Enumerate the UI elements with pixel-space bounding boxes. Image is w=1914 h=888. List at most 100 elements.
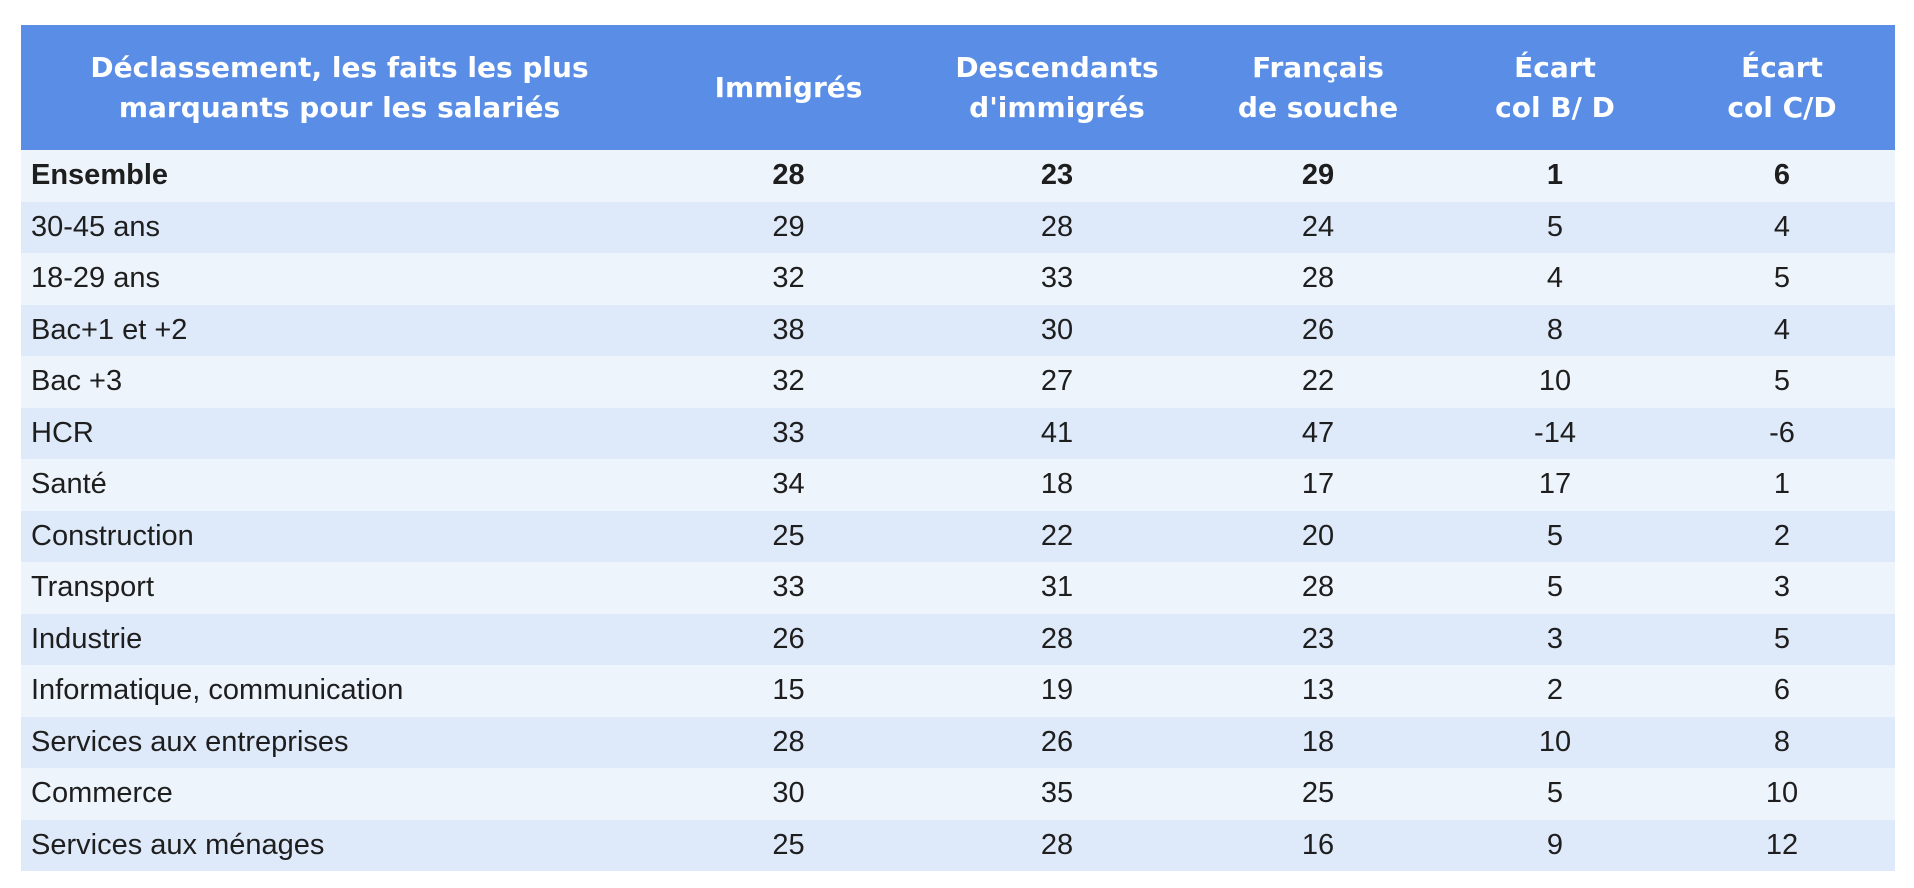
row-label: Bac +3 [31, 365, 123, 398]
row-value: 28 [1040, 828, 1074, 861]
row-value: 23 [1040, 159, 1074, 192]
row-value: 33 [772, 416, 805, 449]
row-value: 29 [772, 210, 805, 243]
row-value: 10 [1765, 777, 1799, 810]
row-value: 22 [1040, 519, 1074, 552]
table-row: Santé 34 18 17 17 1 [21, 459, 1895, 511]
row-label: Services aux entreprises [31, 725, 349, 758]
table-row: Transport 33 31 28 5 3 [21, 562, 1895, 614]
table-row: Industrie 26 28 23 3 5 [21, 613, 1895, 665]
header-col-immigres: Immigrés [658, 25, 919, 150]
table-row: Bac +3 32 27 22 10 5 [21, 356, 1895, 408]
header-col-ecart-c-d: Écart col C/D [1669, 25, 1895, 150]
row-value: 28 [772, 725, 805, 758]
row-value: 35 [1040, 777, 1074, 810]
row-value: 2 [1546, 674, 1564, 707]
row-value: 30 [772, 777, 805, 810]
row-value: 33 [1040, 262, 1074, 295]
table-row: HCR 33 41 47 -14 -6 [21, 407, 1895, 459]
row-value: 32 [772, 365, 805, 398]
row-value: 8 [1773, 725, 1791, 758]
table-row: Construction 25 22 20 5 2 [21, 510, 1895, 562]
row-label: Commerce [31, 777, 173, 810]
row-value: 34 [772, 468, 805, 501]
row-value: 32 [772, 262, 805, 295]
table-row: Informatique, communication 15 19 13 2 6 [21, 665, 1895, 717]
row-value: 5 [1773, 365, 1791, 398]
header-col-ecart-b-d: Écart col B/ D [1441, 25, 1669, 150]
row-value: 38 [772, 313, 805, 346]
row-value: 10 [1538, 725, 1572, 758]
row-label: Transport [31, 571, 155, 604]
row-value: 28 [1040, 210, 1074, 243]
row-value: 30 [1040, 313, 1074, 346]
header-row: Déclassement, les faits les plus marquan… [21, 25, 1895, 150]
row-label: HCR [31, 416, 94, 449]
row-label: 30-45 ans [31, 210, 160, 243]
row-label: Santé [31, 468, 107, 501]
declassement-table: Déclassement, les faits les plus marquan… [21, 25, 1895, 871]
row-value: 25 [772, 828, 805, 861]
row-value: 12 [1765, 828, 1799, 861]
table-body: Ensemble 28 23 29 1 6 30-45 ans 29 28 24… [21, 150, 1895, 871]
row-value: 5 [1546, 571, 1564, 604]
row-label: Bac+1 et +2 [31, 313, 188, 346]
row-value: 28 [772, 159, 805, 192]
row-value: 31 [1040, 571, 1074, 604]
row-value: 18 [1301, 725, 1335, 758]
row-value: 4 [1773, 210, 1791, 243]
row-value: 26 [772, 622, 805, 655]
row-value: 3 [1773, 571, 1791, 604]
row-value: 18 [1040, 468, 1074, 501]
row-label: Industrie [31, 622, 143, 655]
row-label: 18-29 ans [31, 262, 160, 295]
row-value: 17 [1538, 468, 1572, 501]
row-value: 5 [1773, 262, 1791, 295]
row-value: 25 [1301, 777, 1335, 810]
table-row: Services aux ménages 25 28 16 9 12 [21, 819, 1895, 871]
table-row: Ensemble 28 23 29 1 6 [21, 150, 1895, 202]
header-title: Déclassement, les faits les plus marquan… [21, 25, 658, 150]
row-value: 28 [1301, 262, 1335, 295]
row-value: 16 [1301, 828, 1335, 861]
row-value: 24 [1301, 210, 1335, 243]
row-value: 4 [1546, 262, 1564, 295]
row-value: 26 [1040, 725, 1074, 758]
row-value: 13 [1301, 674, 1335, 707]
declassement-table-container: Déclassement, les faits les plus marquan… [21, 25, 1895, 871]
row-value: -6 [1769, 416, 1795, 449]
row-value: 19 [1040, 674, 1074, 707]
row-value: 1 [1773, 468, 1791, 501]
row-value: 26 [1301, 313, 1335, 346]
row-value: 33 [772, 571, 805, 604]
row-value: 6 [1773, 674, 1791, 707]
row-value: 5 [1546, 777, 1564, 810]
row-value: 25 [772, 519, 805, 552]
row-value: 28 [1301, 571, 1335, 604]
row-label: Construction [31, 519, 194, 552]
row-label: Ensemble [31, 159, 168, 192]
row-value: 5 [1773, 622, 1791, 655]
row-value: 29 [1301, 159, 1335, 192]
row-value: 6 [1773, 159, 1791, 192]
header-col-descendants-immigres: Descendants d'immigrés [919, 25, 1195, 150]
table-row: Commerce 30 35 25 5 10 [21, 768, 1895, 820]
row-value: -14 [1534, 416, 1576, 449]
row-value: 23 [1301, 622, 1335, 655]
row-value: 1 [1546, 159, 1564, 192]
row-value: 22 [1301, 365, 1335, 398]
row-value: 20 [1301, 519, 1335, 552]
row-value: 9 [1546, 828, 1564, 861]
row-label: Informatique, communication [31, 674, 404, 707]
header-col-francais-de-souche: Français de souche [1195, 25, 1441, 150]
row-value: 2 [1773, 519, 1791, 552]
row-value: 5 [1546, 519, 1564, 552]
row-value: 5 [1546, 210, 1564, 243]
row-value: 8 [1546, 313, 1564, 346]
row-value: 3 [1546, 622, 1564, 655]
row-value: 17 [1301, 468, 1335, 501]
row-value: 41 [1040, 416, 1074, 449]
row-value: 47 [1301, 416, 1335, 449]
row-value: 28 [1040, 622, 1074, 655]
table-row: 30-45 ans 29 28 24 5 4 [21, 201, 1895, 253]
